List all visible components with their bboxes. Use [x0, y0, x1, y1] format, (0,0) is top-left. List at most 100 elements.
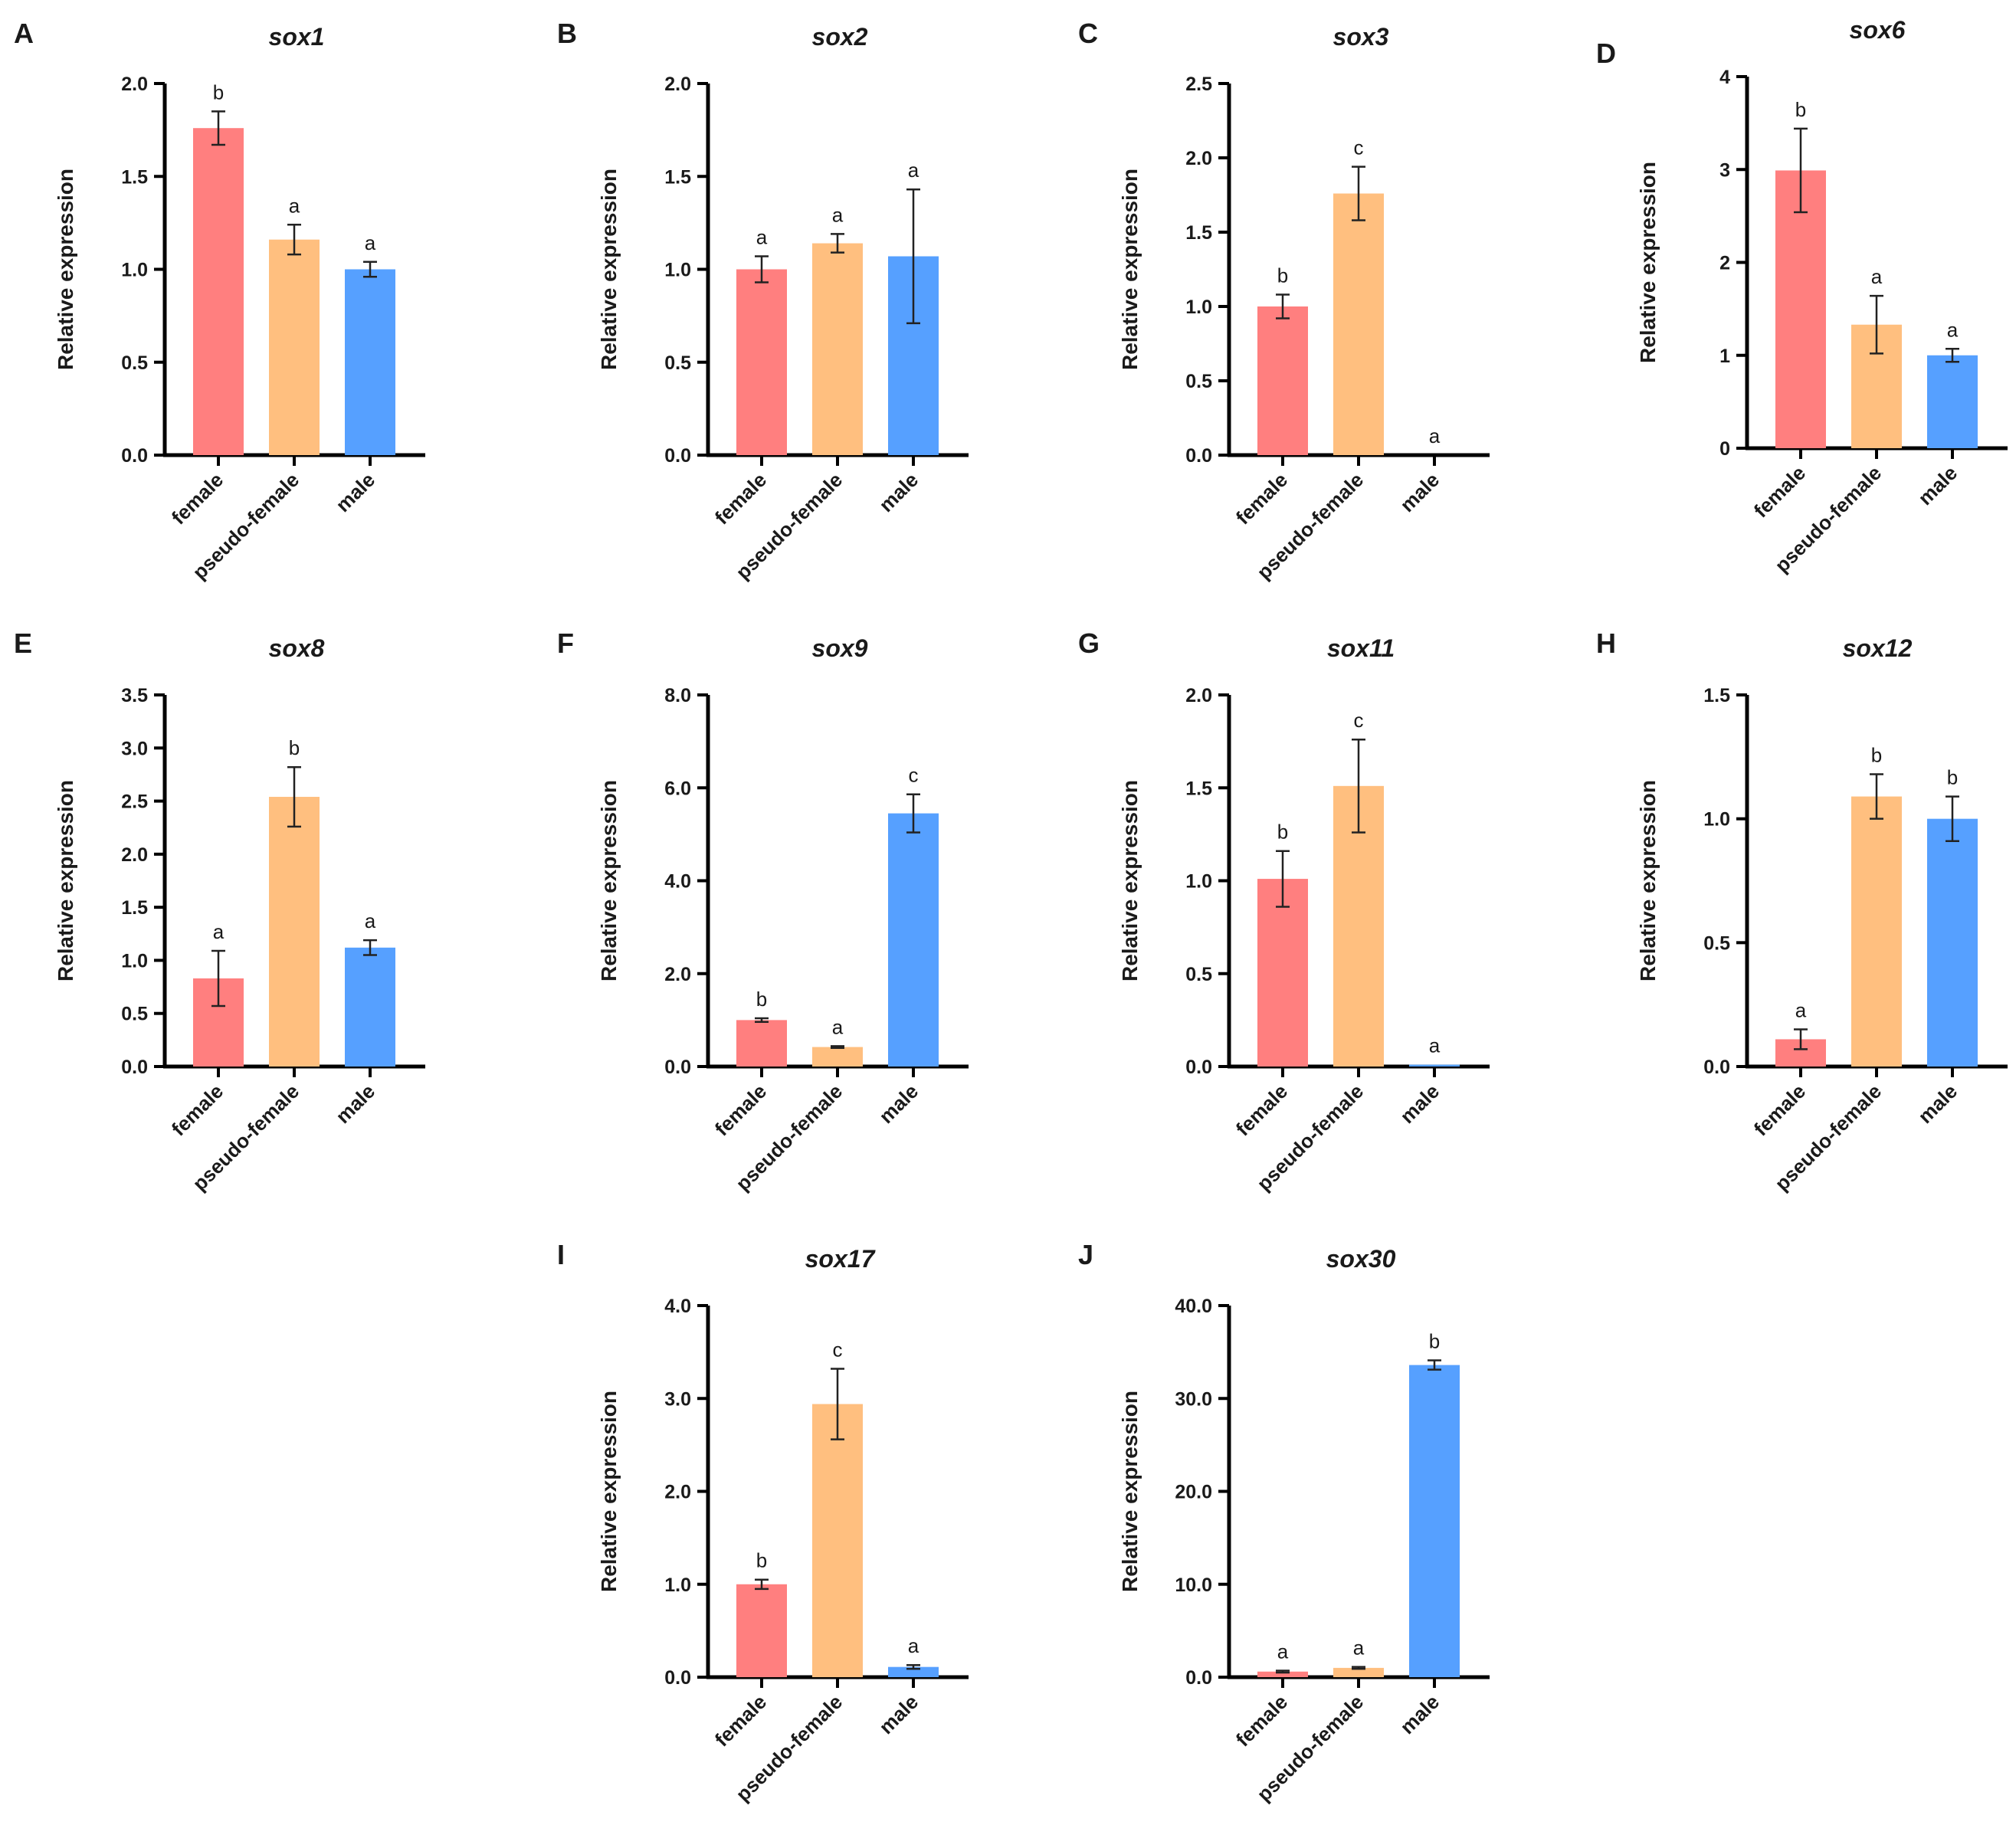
y-tick-label: 1.0: [1185, 871, 1212, 893]
panel-title: sox3: [1333, 23, 1389, 51]
y-tick-label: 3.0: [664, 1388, 691, 1410]
significance-letter: a: [1871, 265, 1883, 288]
significance-letter: c: [1354, 136, 1364, 159]
bar-male: [888, 813, 939, 1067]
y-tick-label: 2.5: [121, 791, 148, 813]
panel-label: B: [557, 18, 577, 49]
x-category-label: female: [710, 1690, 771, 1751]
panel-title: sox8: [269, 634, 325, 662]
y-tick-label: 1.0: [1703, 809, 1730, 831]
bar-pseudo-female: [1333, 1667, 1384, 1677]
x-category-label: female: [167, 468, 228, 529]
y-axis-label: Relative expression: [1636, 162, 1660, 363]
y-axis-label: Relative expression: [1118, 169, 1142, 370]
y-tick-label: 2: [1719, 253, 1730, 274]
y-tick-label: 2.0: [1185, 685, 1212, 706]
y-axis-label: Relative expression: [597, 780, 621, 981]
significance-letter: b: [756, 988, 767, 1011]
significance-letter: a: [1947, 318, 1959, 341]
bar-female: [1257, 1671, 1308, 1677]
significance-letter: a: [365, 231, 376, 254]
bar-female: [1257, 879, 1308, 1067]
bar-female: [1775, 170, 1826, 448]
x-category-label: male: [874, 1080, 923, 1128]
y-tick-label: 0.0: [1703, 1057, 1730, 1078]
significance-letter: a: [1429, 424, 1441, 447]
y-tick-label: 0.5: [121, 1004, 148, 1025]
x-category-label: female: [710, 468, 771, 529]
y-tick-label: 8.0: [664, 685, 691, 706]
bar-female: [193, 128, 244, 455]
x-category-label: male: [1913, 461, 1962, 510]
y-tick-label: 2.0: [664, 74, 691, 95]
y-tick-label: 4.0: [664, 871, 691, 893]
x-category-label: male: [874, 1690, 923, 1738]
y-tick-label: 0.5: [121, 352, 148, 374]
x-category-label: male: [874, 468, 923, 516]
y-tick-label: 10.0: [1175, 1574, 1212, 1596]
panel-title: sox2: [812, 23, 868, 51]
y-tick-label: 0.0: [1185, 445, 1212, 467]
y-axis-label: Relative expression: [597, 169, 621, 370]
significance-letter: b: [1795, 98, 1806, 121]
significance-letter: a: [908, 1634, 919, 1657]
y-tick-label: 40.0: [1175, 1296, 1212, 1317]
x-category-label: female: [1749, 461, 1810, 522]
y-tick-label: 1.0: [121, 260, 148, 281]
x-category-label: male: [331, 1080, 379, 1128]
y-tick-label: 1.0: [1185, 297, 1212, 318]
panel-label: F: [557, 628, 574, 659]
x-category-label: male: [1395, 1080, 1444, 1128]
y-axis-label: Relative expression: [597, 1391, 621, 1592]
significance-letter: a: [213, 920, 225, 943]
panel-title: sox17: [805, 1245, 877, 1273]
panel-title: sox9: [812, 634, 868, 662]
y-tick-label: 0.5: [1703, 932, 1730, 954]
x-category-label: male: [1913, 1080, 1962, 1128]
significance-letter: a: [1353, 1637, 1365, 1660]
panel-label: I: [557, 1239, 565, 1270]
significance-letter: a: [289, 194, 300, 217]
y-axis-label: Relative expression: [54, 169, 77, 370]
panel-label: J: [1078, 1239, 1093, 1270]
x-category-label: female: [1231, 1080, 1292, 1140]
panel-label: H: [1596, 628, 1616, 659]
panel-title: sox12: [1843, 634, 1913, 662]
x-category-label: male: [1395, 468, 1444, 516]
significance-letter: b: [1871, 743, 1882, 766]
bar-male: [1927, 818, 1978, 1067]
panel-label: G: [1078, 628, 1100, 659]
y-axis-label: Relative expression: [1636, 780, 1660, 981]
y-tick-label: 2.0: [121, 844, 148, 866]
y-tick-label: 1.5: [1185, 778, 1212, 799]
y-tick-label: 1.5: [121, 897, 148, 919]
significance-letter: b: [1277, 821, 1288, 844]
significance-letter: a: [365, 909, 376, 932]
x-category-label: male: [1395, 1690, 1444, 1738]
y-tick-label: 1.5: [664, 166, 691, 188]
y-tick-label: 0.0: [664, 1057, 691, 1078]
y-tick-label: 3.0: [121, 738, 148, 759]
y-tick-label: 30.0: [1175, 1388, 1212, 1410]
significance-letter: a: [1429, 1034, 1441, 1057]
y-tick-label: 3: [1719, 159, 1730, 181]
bar-male: [888, 1666, 939, 1677]
y-tick-label: 1.5: [1703, 685, 1730, 706]
y-tick-label: 1.0: [121, 950, 148, 972]
bar-pseudo-female: [812, 1404, 863, 1677]
bar-male: [1927, 355, 1978, 448]
panel-title: sox1: [269, 23, 325, 51]
y-tick-label: 1.0: [664, 1574, 691, 1596]
y-tick-label: 0.0: [664, 445, 691, 467]
y-tick-label: 3.5: [121, 685, 148, 706]
significance-letter: a: [908, 159, 919, 182]
y-tick-label: 4: [1719, 67, 1730, 88]
x-category-label: female: [1231, 1690, 1292, 1751]
bar-female: [1257, 306, 1308, 455]
significance-letter: c: [833, 1338, 843, 1361]
y-tick-label: 4.0: [664, 1296, 691, 1317]
y-tick-label: 1.5: [1185, 222, 1212, 244]
bar-female: [736, 1020, 787, 1067]
bar-male: [1409, 1365, 1460, 1677]
